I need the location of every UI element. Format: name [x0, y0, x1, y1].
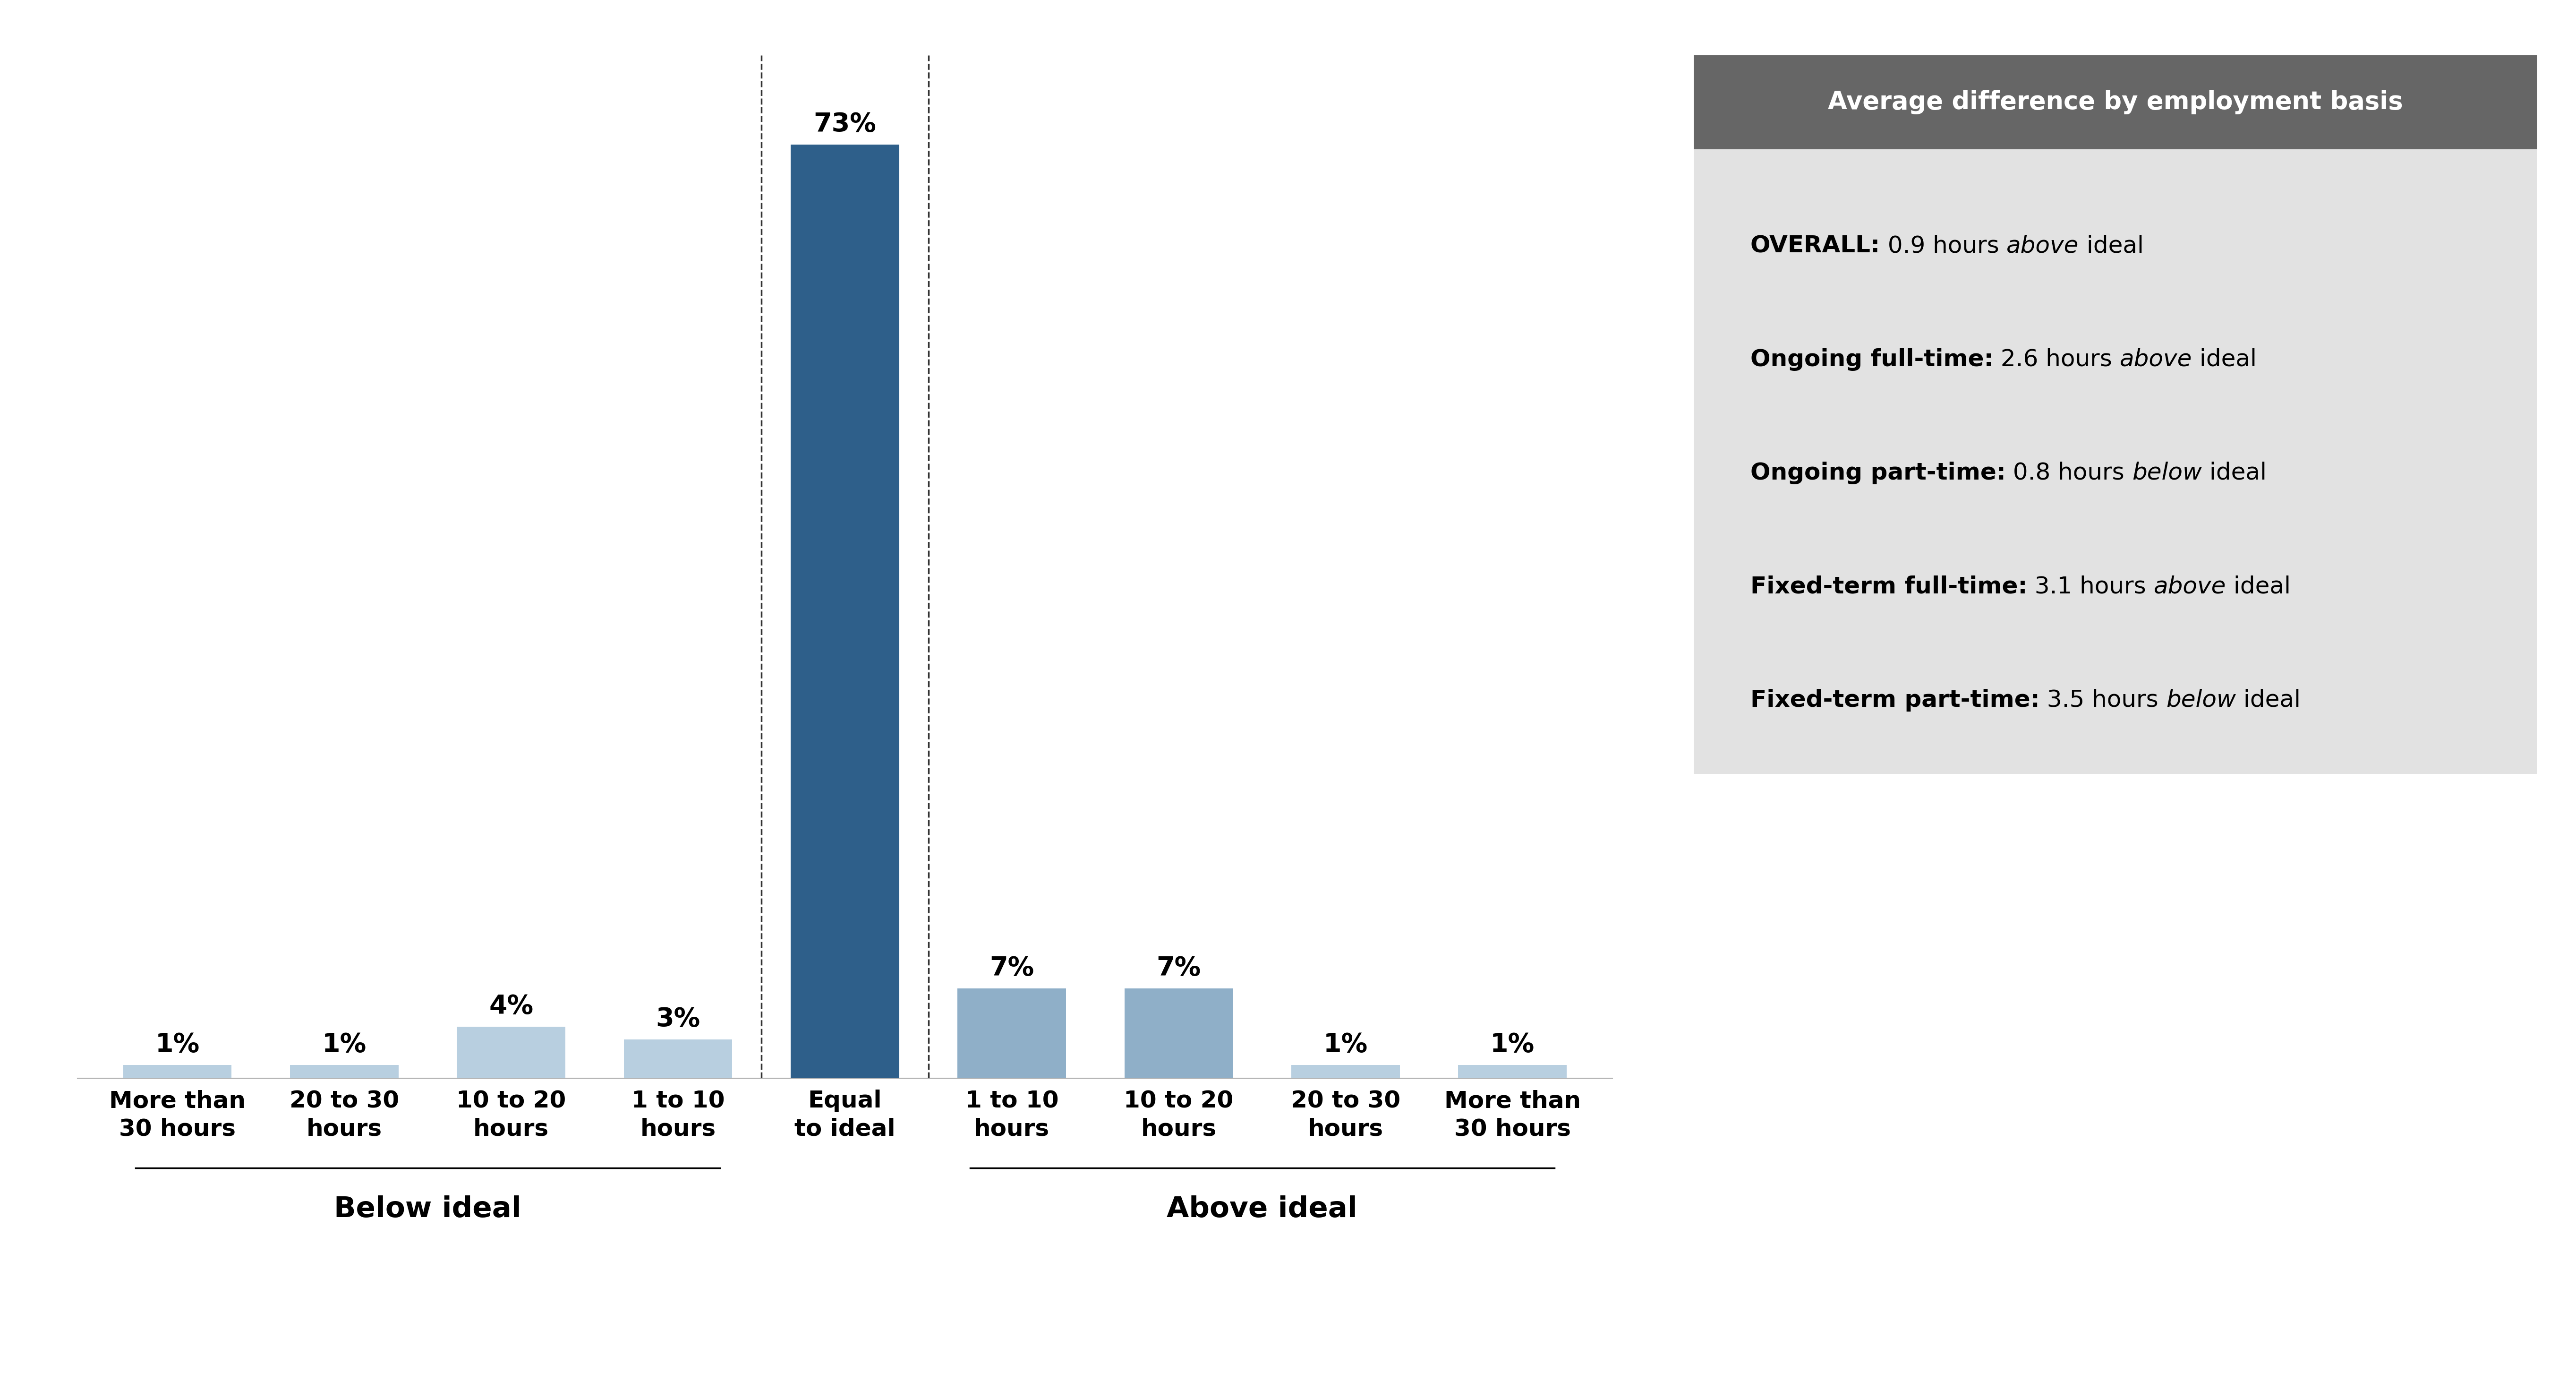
Text: above: above: [2007, 235, 2079, 257]
Text: 3.1 hours: 3.1 hours: [2027, 575, 2154, 598]
Text: 3.5 hours: 3.5 hours: [2040, 688, 2166, 712]
Text: ideal: ideal: [2236, 688, 2300, 712]
Text: 73%: 73%: [814, 112, 876, 137]
Bar: [958, 988, 1066, 1078]
Text: Below ideal: Below ideal: [335, 1195, 520, 1223]
Text: 1%: 1%: [322, 1032, 366, 1057]
Bar: [1126, 988, 1234, 1078]
Bar: [623, 1039, 732, 1078]
Text: ideal: ideal: [2202, 462, 2267, 484]
Bar: [791, 145, 899, 1078]
Text: 1%: 1%: [155, 1032, 201, 1057]
Text: ideal: ideal: [2079, 235, 2143, 257]
Bar: [291, 1066, 399, 1078]
Text: Fixed-term full-time:: Fixed-term full-time:: [1749, 575, 2027, 598]
Bar: [1458, 1066, 1566, 1078]
Text: Average difference by employment basis: Average difference by employment basis: [1829, 90, 2403, 115]
Bar: [456, 1027, 564, 1078]
Text: 0.8 hours: 0.8 hours: [2007, 462, 2133, 484]
Bar: [1291, 1066, 1399, 1078]
Text: 0.9 hours: 0.9 hours: [1880, 235, 2007, 257]
Text: Fixed-term part-time:: Fixed-term part-time:: [1749, 688, 2040, 712]
Text: Above ideal: Above ideal: [1167, 1195, 1358, 1223]
Text: 3%: 3%: [657, 1006, 701, 1032]
Text: Ongoing part-time:: Ongoing part-time:: [1749, 462, 2007, 484]
Text: 2.6 hours: 2.6 hours: [1994, 348, 2120, 370]
Text: below: below: [2166, 688, 2236, 712]
Bar: [124, 1066, 232, 1078]
Text: above: above: [2120, 348, 2192, 370]
Text: 4%: 4%: [489, 994, 533, 1019]
Text: OVERALL:: OVERALL:: [1749, 235, 1880, 257]
Text: above: above: [2154, 575, 2226, 598]
Text: ideal: ideal: [2226, 575, 2290, 598]
Text: 1%: 1%: [1489, 1032, 1535, 1057]
Text: 1%: 1%: [1324, 1032, 1368, 1057]
Text: Ongoing full-time:: Ongoing full-time:: [1749, 348, 1994, 370]
Text: below: below: [2133, 462, 2202, 484]
Text: 7%: 7%: [1157, 955, 1200, 981]
Text: ideal: ideal: [2192, 348, 2257, 370]
Text: 7%: 7%: [989, 955, 1033, 981]
